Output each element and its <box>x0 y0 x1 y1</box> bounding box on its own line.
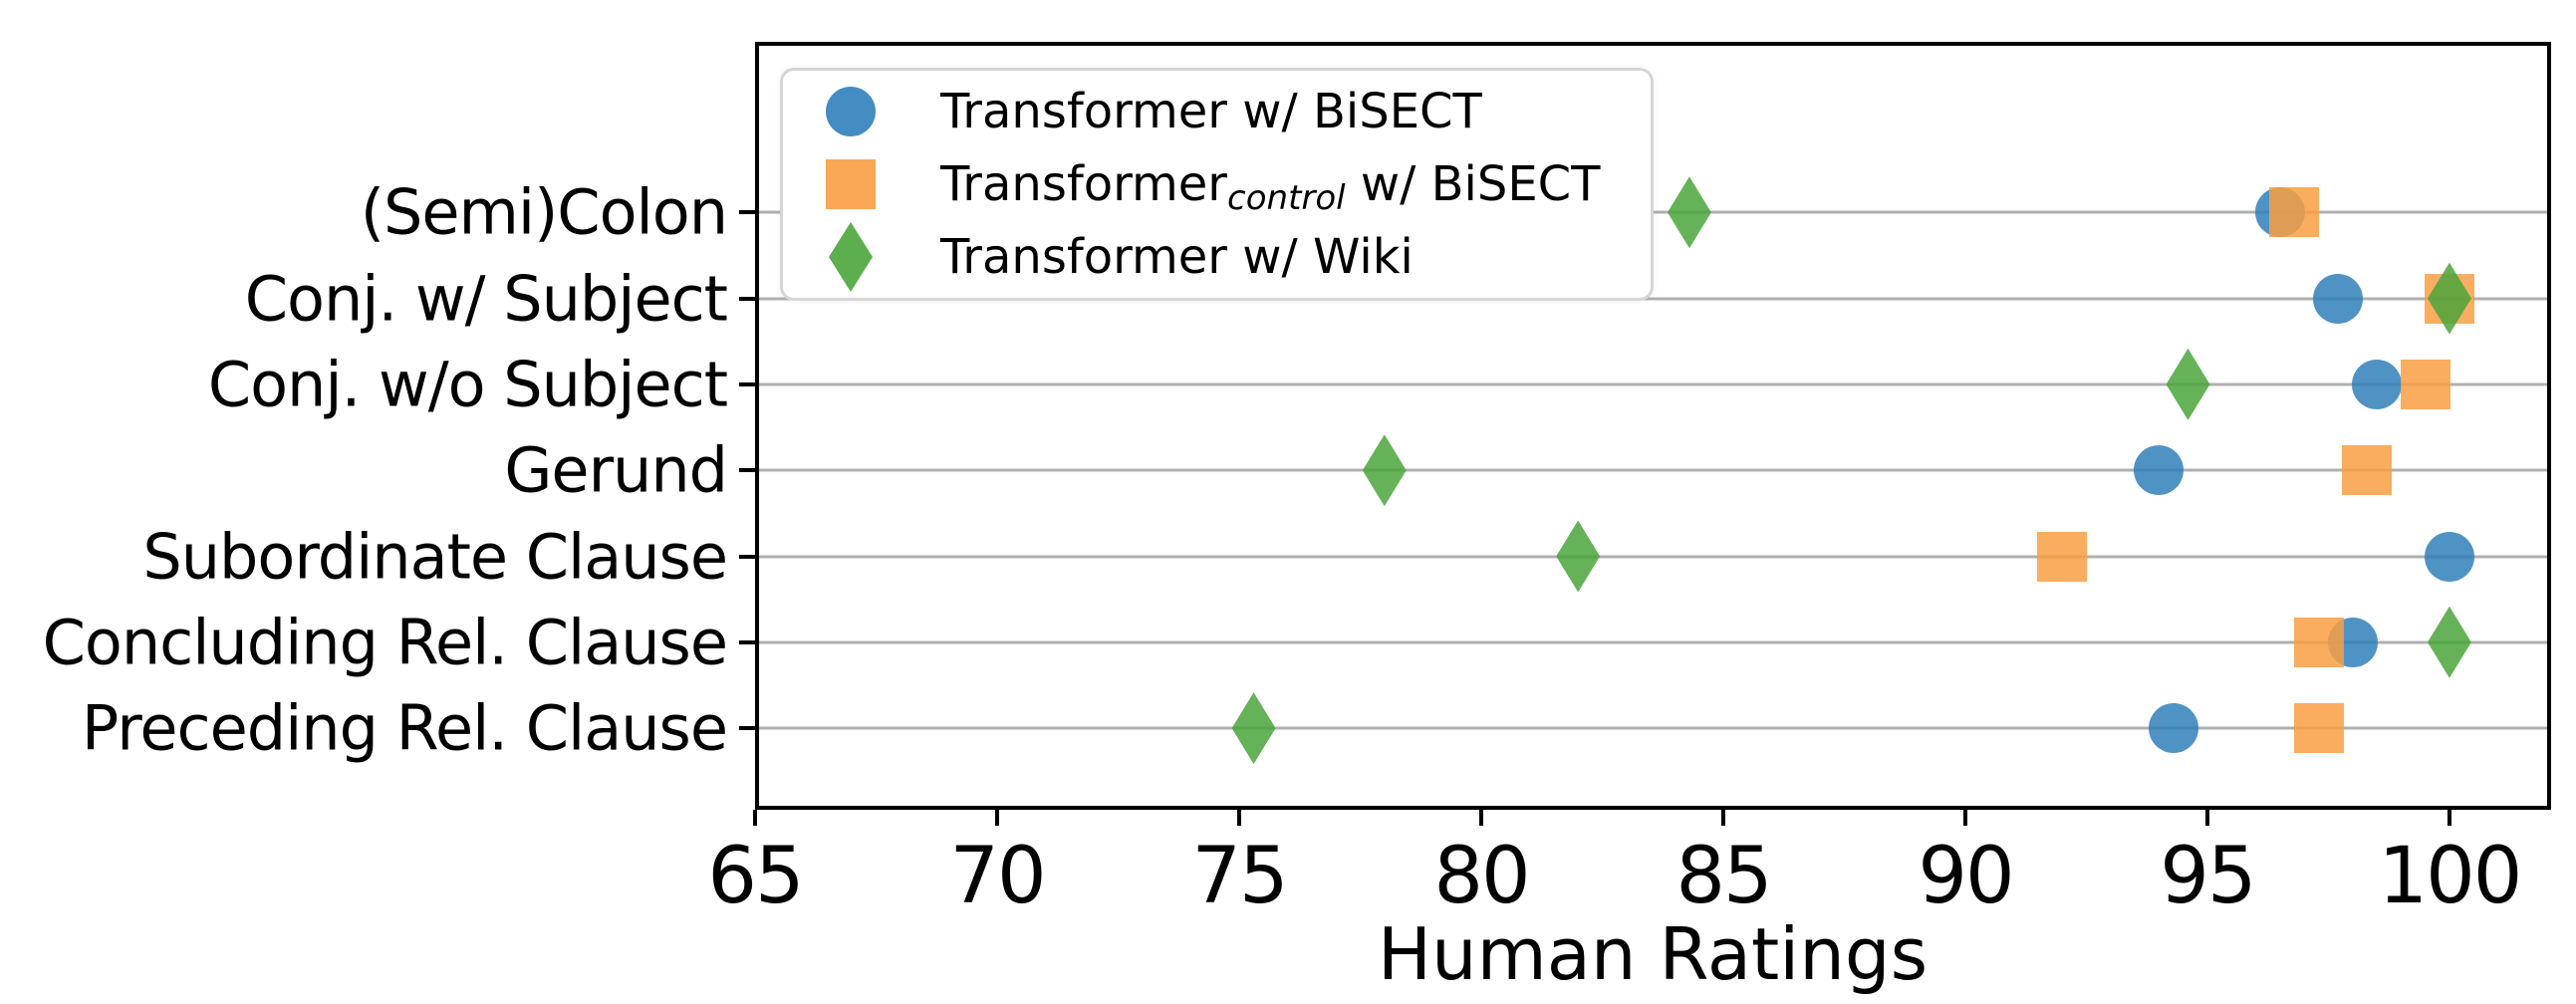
legend-marker-diamond <box>829 222 873 292</box>
x-tick-mark <box>1720 810 1725 826</box>
y-tick-label: Subordinate Clause <box>142 520 728 593</box>
legend: Transformer w/ BiSECT Transformercontrol … <box>780 68 1654 301</box>
marker-circle <box>2148 703 2198 754</box>
y-tick-label: Concluding Rel. Clause <box>42 606 728 679</box>
gridline <box>759 640 2547 644</box>
y-tick-mark <box>739 210 755 215</box>
diamond-icon <box>823 222 879 292</box>
marker-square <box>2293 617 2344 667</box>
marker-diamond <box>1667 176 1711 249</box>
marker-diamond <box>2427 606 2471 678</box>
marker-diamond <box>1556 520 1601 593</box>
legend-item: Transformercontrol w/ BiSECT <box>823 148 1651 221</box>
marker-circle <box>2424 531 2474 582</box>
marker-circle <box>2134 445 2185 496</box>
marker-square <box>2342 445 2393 496</box>
legend-marker-circle <box>826 87 876 136</box>
x-tick-label: 100 <box>2378 832 2522 921</box>
y-tick-mark <box>739 726 755 731</box>
x-tick-label: 75 <box>1191 832 1288 921</box>
legend-label: Transformer w/ Wiki <box>940 229 1414 285</box>
marker-square <box>2400 359 2450 409</box>
x-tick-mark <box>2447 810 2451 826</box>
legend-label: Transformer w/ BiSECT <box>940 84 1482 139</box>
x-tick-label: 65 <box>707 832 804 921</box>
marker-circle <box>2352 359 2403 409</box>
legend-marker-square <box>826 159 876 209</box>
legend-label: Transformercontrol w/ BiSECT <box>940 156 1601 218</box>
y-tick-mark <box>739 554 755 559</box>
x-tick-mark <box>2204 810 2209 826</box>
x-tick-label: 90 <box>1918 832 2014 921</box>
gridline <box>759 297 2547 301</box>
x-tick-label: 70 <box>949 832 1046 921</box>
y-tick-mark <box>739 639 755 644</box>
marker-circle <box>2313 273 2364 324</box>
x-axis-title: Human Ratings <box>1377 912 1929 996</box>
gridline <box>759 468 2547 472</box>
x-tick-mark <box>1236 810 1241 826</box>
y-tick-label: Conj. w/ Subject <box>244 262 728 336</box>
gridline <box>759 382 2547 386</box>
x-tick-mark <box>1962 810 1967 826</box>
x-tick-mark <box>753 810 757 826</box>
square-icon <box>823 159 879 209</box>
marker-diamond <box>1231 692 1276 765</box>
legend-item: Transformer w/ BiSECT <box>823 76 1651 148</box>
marker-square <box>2293 703 2344 754</box>
marker-square <box>2037 531 2088 582</box>
gridline <box>759 726 2547 730</box>
x-tick-label: 85 <box>1675 832 1772 921</box>
marker-square <box>2269 187 2320 238</box>
y-tick-mark <box>739 296 755 301</box>
y-tick-label: Conj. w/o Subject <box>207 348 728 421</box>
y-tick-label: (Semi)Colon <box>360 175 728 249</box>
marker-diamond <box>2166 348 2210 420</box>
gridline <box>759 555 2547 558</box>
y-tick-mark <box>739 381 755 386</box>
y-tick-label: Gerund <box>504 433 728 507</box>
x-tick-mark <box>994 810 999 826</box>
x-tick-label: 80 <box>1433 832 1530 921</box>
y-tick-mark <box>739 468 755 473</box>
marker-diamond <box>1362 434 1407 507</box>
x-tick-mark <box>1478 810 1483 826</box>
circle-icon <box>823 87 879 136</box>
x-tick-label: 95 <box>2160 832 2256 921</box>
legend-item: Transformer w/ Wiki <box>823 221 1651 294</box>
y-tick-label: Preceding Rel. Clause <box>81 691 728 765</box>
